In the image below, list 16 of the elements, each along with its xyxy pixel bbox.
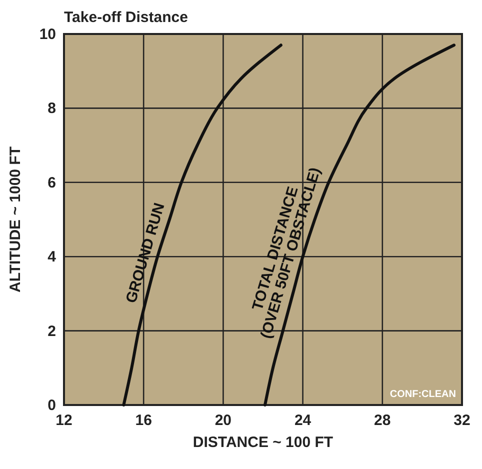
y-tick-label: 2 <box>48 322 56 340</box>
y-axis-title: ALTITUDE ~ 1000 FT <box>7 146 24 293</box>
x-tick-label: 16 <box>135 412 152 429</box>
y-tick-label: 4 <box>48 248 57 266</box>
y-tick-label: 8 <box>48 100 56 118</box>
y-tick-label: 6 <box>48 174 56 192</box>
y-tick-label: 0 <box>48 397 56 414</box>
x-axis-title: DISTANCE ~ 100 FT <box>192 434 334 451</box>
x-tick-label: 12 <box>56 412 72 429</box>
x-tick-label: 20 <box>214 412 232 429</box>
chart-title: Take-off Distance <box>64 9 188 26</box>
x-tick-label: 24 <box>294 412 312 429</box>
x-tick-label: 32 <box>454 412 470 429</box>
x-tick-label: 28 <box>374 412 391 429</box>
y-tick-label: 10 <box>39 26 56 43</box>
annotation: CONF:CLEAN <box>390 389 456 400</box>
